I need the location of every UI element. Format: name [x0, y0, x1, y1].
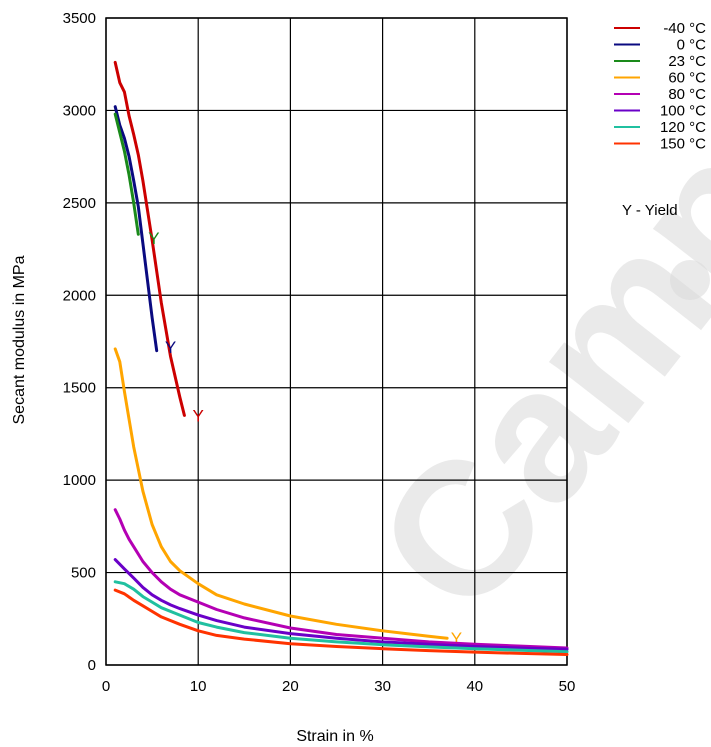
watermark: Campus Plastics	[336, 0, 711, 650]
legend-label-0: -40 °C	[663, 20, 706, 37]
yield-marker-0: Y	[193, 406, 204, 425]
plot-frame	[105, 17, 568, 666]
axes	[105, 17, 568, 666]
series-line-2	[113, 112, 140, 236]
y-tick-label: 2000	[63, 287, 96, 304]
series-line-6	[113, 580, 569, 654]
yield-marker-2: Y	[148, 229, 159, 248]
x-axis-title: Strain in %	[296, 728, 373, 745]
y-tick-label: 0	[88, 657, 96, 674]
y-tick-label: 1000	[63, 472, 96, 489]
y-tick-label: 1500	[63, 380, 96, 397]
series-line-0	[113, 60, 186, 417]
legend-label-5: 100 °C	[660, 103, 706, 120]
legend-label-6: 120 °C	[660, 119, 706, 136]
series-line-1	[113, 105, 159, 353]
legend-label-4: 80 °C	[668, 86, 706, 103]
watermark-dot	[670, 260, 710, 300]
legend-label-7: 150 °C	[660, 136, 706, 153]
yield-note: Y - Yield	[622, 202, 678, 219]
y-tick-label: 500	[71, 565, 96, 582]
y-tick-label: 2500	[63, 195, 96, 212]
legend-label-3: 60 °C	[668, 70, 706, 87]
x-tick-label: 30	[374, 678, 391, 695]
x-tick-label: 40	[466, 678, 483, 695]
grid	[105, 17, 568, 666]
series-line-4	[113, 508, 569, 650]
y-axis-title: Secant modulus in MPa	[11, 255, 28, 424]
legend-label-2: 23 °C	[668, 53, 706, 70]
series-line-3	[113, 347, 449, 640]
x-tick-label: 0	[102, 678, 110, 695]
x-tick-label: 50	[559, 678, 576, 695]
series: Y Y Y Y	[113, 60, 569, 656]
y-tick-label: 3000	[63, 102, 96, 119]
series-line-5	[113, 558, 569, 651]
legend-label-1: 0 °C	[677, 37, 707, 54]
yield-marker-3: Y	[451, 629, 462, 648]
series-line-7	[113, 588, 569, 656]
watermark-text: Campus Plastics	[336, 0, 711, 650]
x-tick-label: 20	[282, 678, 299, 695]
yield-marker-1: Y	[165, 338, 176, 357]
x-tick-label: 10	[190, 678, 207, 695]
y-tick-label: 3500	[63, 10, 96, 27]
